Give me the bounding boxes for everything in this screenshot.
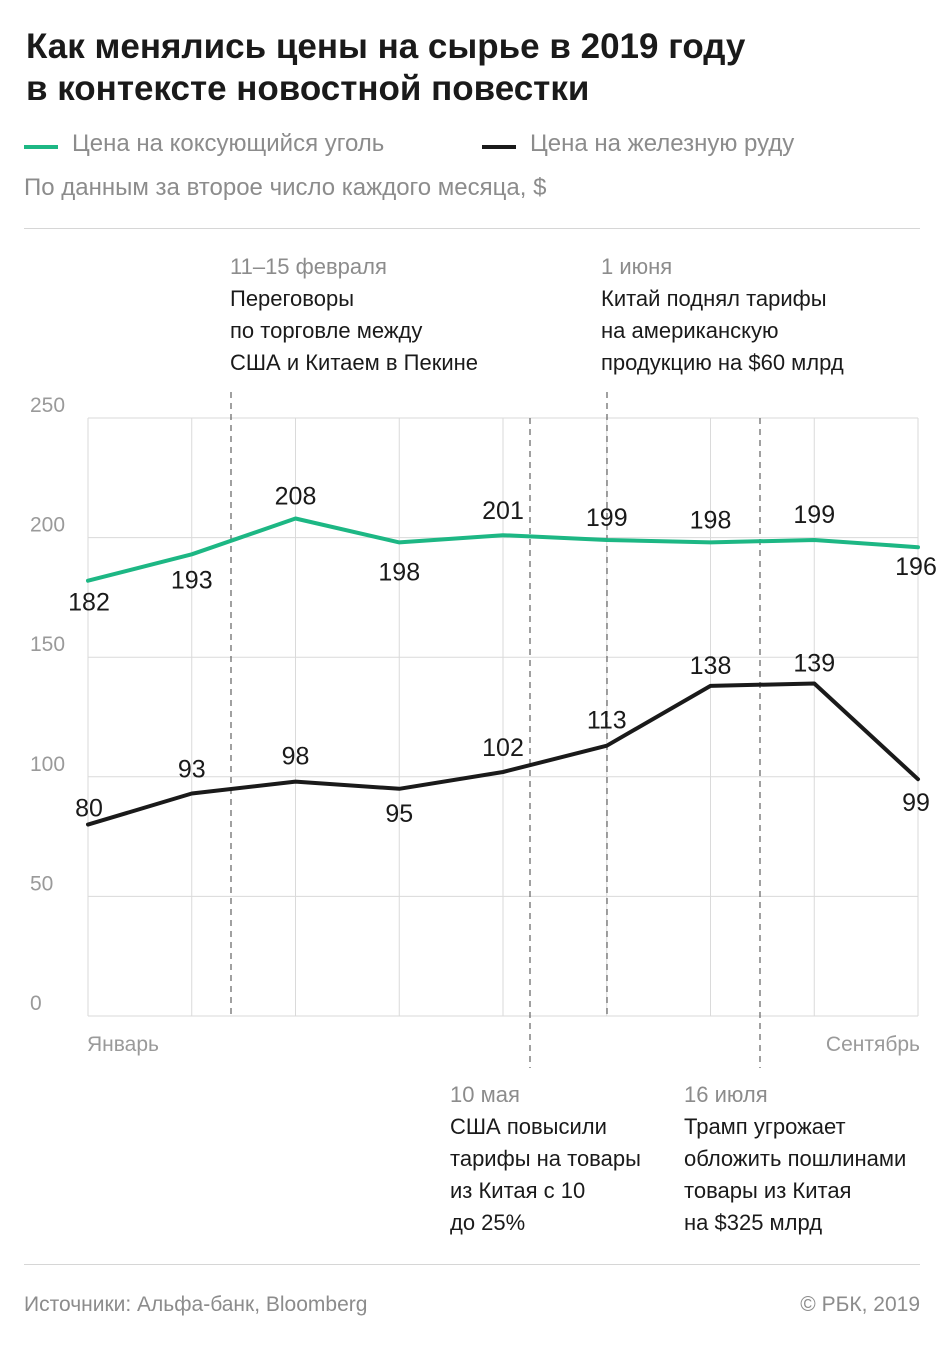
legend-swatch-ore	[482, 145, 516, 149]
annotation-may-date: 10 мая	[450, 1082, 520, 1107]
y-tick-150: 150	[30, 633, 65, 656]
series-line-1	[86, 681, 920, 827]
data-label-s1-2: 98	[282, 743, 310, 771]
x-tick-label-8: Сентябрь	[826, 1033, 920, 1056]
annotation-feb: 11–15 февраля Переговоры по торговле меж…	[230, 251, 478, 379]
annotation-jul-date: 16 июля	[684, 1082, 768, 1107]
annotation-jun-line-3: продукцию на $60 млрд	[601, 350, 844, 375]
annotation-feb-date: 11–15 февраля	[230, 254, 387, 279]
data-label-s1-7: 139	[793, 650, 835, 678]
data-label-s0-0: 182	[68, 589, 110, 617]
annotation-jul-line-2: обложить пошлинами	[684, 1146, 907, 1171]
annotation-jul: 16 июля Трамп угрожает обложить пошлинам…	[684, 1079, 906, 1239]
y-tick-0: 0	[30, 992, 42, 1015]
data-label-s0-3: 198	[378, 558, 420, 586]
x-tick-label-0: Январь	[87, 1033, 159, 1056]
y-tick-250: 250	[30, 394, 65, 417]
annotation-jun-line-1: Китай поднял тарифы	[601, 286, 827, 311]
data-label-s0-5: 199	[586, 504, 628, 532]
source-note: Источники: Альфа-банк, Bloomberg	[24, 1293, 368, 1316]
data-label-s0-2: 208	[275, 482, 317, 510]
data-label-s1-8: 99	[902, 789, 930, 817]
top-divider	[24, 228, 920, 229]
data-label-s1-1: 93	[178, 756, 206, 784]
annotation-jul-line-1: Трамп угрожает	[684, 1114, 846, 1139]
chart-subtitle: По данным за второе число каждого месяца…	[24, 174, 547, 201]
annotation-feb-line-1: Переговоры	[230, 286, 355, 311]
annotation-feb-line-2: по торговле между	[230, 318, 423, 343]
data-label-s1-6: 138	[690, 652, 732, 680]
annotation-may-line-1: США повысили	[450, 1114, 607, 1139]
annotation-jul-line-4: на $325 млрд	[684, 1210, 823, 1235]
data-label-s0-7: 199	[793, 501, 835, 529]
annotation-may: 10 мая США повысили тарифы на товары из …	[450, 1079, 641, 1239]
data-label-s0-4: 201	[482, 497, 524, 525]
data-label-s1-4: 102	[482, 734, 524, 762]
series-line-0	[86, 516, 920, 583]
data-label-s1-5: 113	[587, 707, 627, 735]
legend-label-coal: Цена на коксующийся уголь	[72, 130, 385, 157]
annotation-jun: 1 июня Китай поднял тарифы на американск…	[601, 251, 844, 379]
bottom-divider	[24, 1264, 920, 1265]
y-tick-100: 100	[30, 753, 65, 776]
legend-swatch-coal	[24, 145, 58, 149]
annotation-jul-line-3: товары из Китая	[684, 1178, 852, 1203]
data-label-s0-8: 196	[895, 553, 937, 581]
data-label-s0-6: 198	[690, 506, 732, 534]
chart-title-line-2: в контексте новостной повестки	[26, 69, 590, 108]
annotation-may-line-2: тарифы на товары	[450, 1146, 641, 1171]
chart-title-line-1: Как менялись цены на сырье в 2019 году	[26, 27, 746, 66]
annotation-jun-line-2: на американскую	[601, 318, 779, 343]
chart-title: Как менялись цены на сырье в 2019 году в…	[26, 26, 926, 110]
annotation-may-line-4: до 25%	[450, 1210, 526, 1235]
annotation-jun-date: 1 июня	[601, 254, 673, 279]
data-label-s1-0: 80	[75, 795, 103, 823]
annotation-may-line-3: из Китая с 10	[450, 1178, 586, 1203]
y-tick-200: 200	[30, 514, 65, 537]
y-tick-50: 50	[30, 872, 53, 895]
data-label-s1-3: 95	[385, 800, 413, 828]
copyright: © РБК, 2019	[800, 1293, 920, 1316]
annotation-feb-line-3: США и Китаем в Пекине	[230, 350, 479, 375]
data-label-s0-1: 193	[171, 566, 213, 594]
legend-label-ore: Цена на железную руду	[530, 130, 795, 157]
